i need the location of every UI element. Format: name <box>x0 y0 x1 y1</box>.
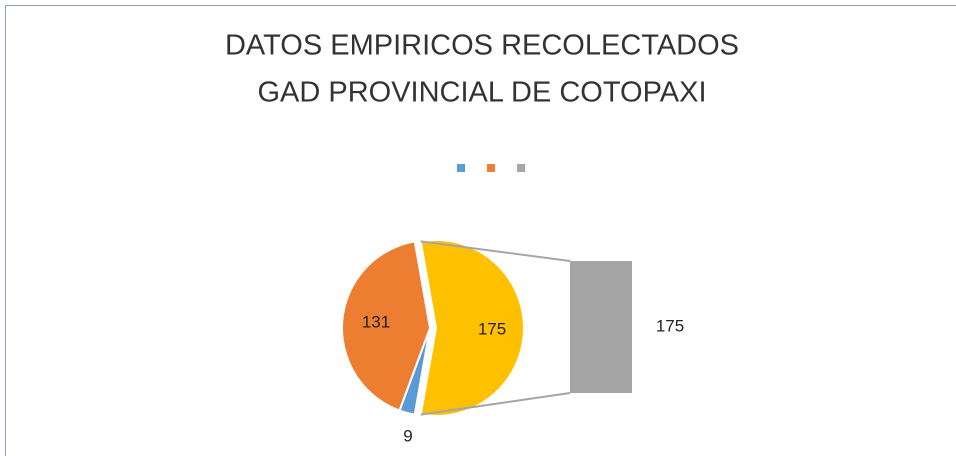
chart-title: GAD PROVINCIAL DE COTOPAXI <box>257 77 706 109</box>
data-label: 9 <box>403 426 412 445</box>
legend-marker <box>457 164 465 172</box>
pie-slice <box>341 240 432 412</box>
data-label: 175 <box>478 319 506 338</box>
connector-line <box>420 240 571 262</box>
legend-marker <box>487 164 495 172</box>
connector-line <box>420 392 571 416</box>
data-label: 131 <box>362 312 390 331</box>
data-label: 175 <box>656 316 684 335</box>
chart-title: DATOS EMPIRICOS RECOLECTADOS <box>225 30 739 62</box>
legend-marker <box>517 164 525 172</box>
bar-segment <box>570 261 632 393</box>
pie-slice <box>419 239 525 417</box>
